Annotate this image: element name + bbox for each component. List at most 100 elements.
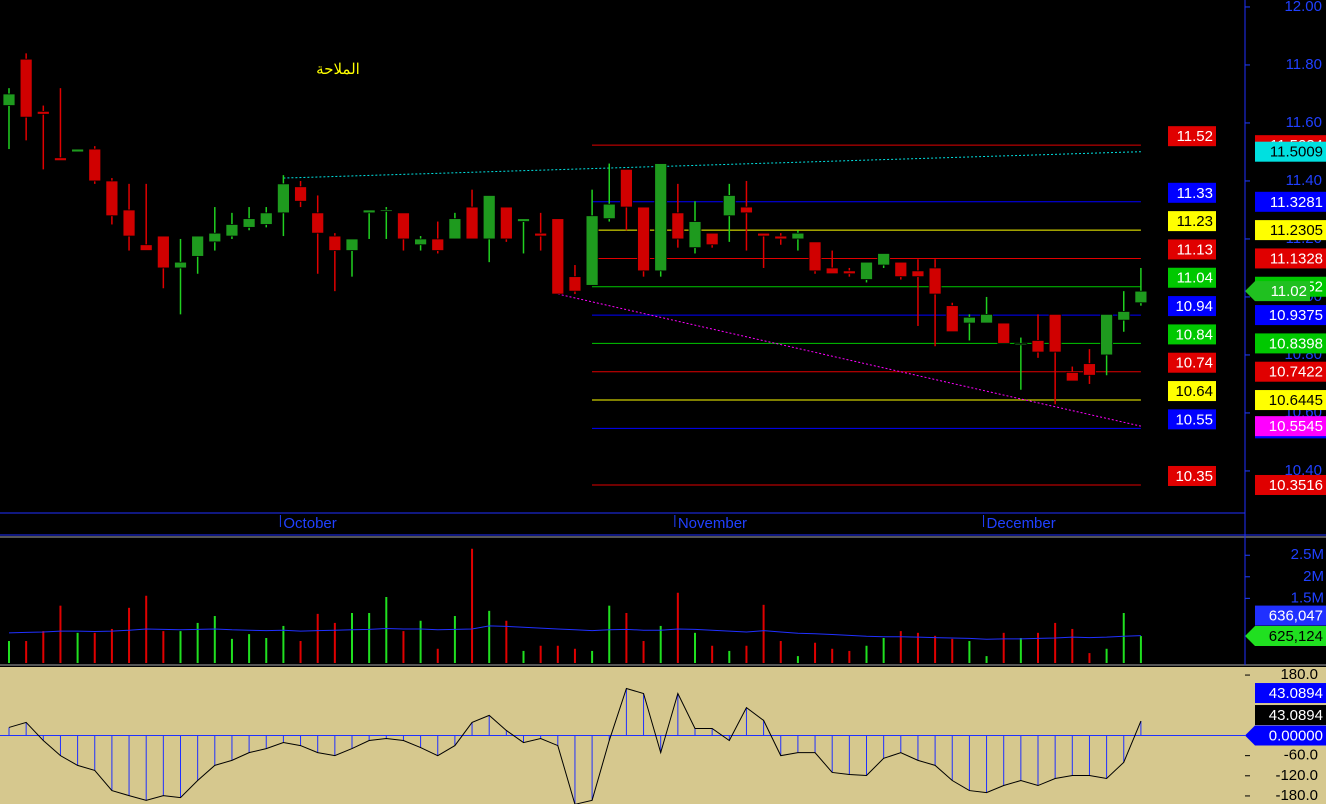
candle-body [259,212,273,225]
candle-body [517,218,530,222]
x-tick-label: December [987,515,1056,532]
candle-body [620,168,633,208]
candle-body [980,313,993,324]
candle-body [997,322,1011,344]
oscillator-tag: 43.0894 [1269,685,1323,702]
level-value-tag: 10.9375 [1269,307,1323,324]
level-label: 10.35 [1175,468,1213,485]
candle-body [448,218,462,240]
y-tick-label: 180.0 [1280,666,1318,683]
level-label: 10.94 [1175,298,1213,315]
level-value-tag-box [1255,333,1326,354]
candle-body [740,206,753,214]
volume-tag: 625,124 [1269,628,1323,645]
level-label-box [1168,126,1216,147]
candle-body [311,212,325,234]
oscillator-tag-box [1255,705,1326,726]
last-price-tag-box [1245,281,1310,302]
reference-tag: 0.00000 [1269,727,1323,744]
trendline-tag: 11.5009 [1270,144,1323,161]
candle-body [1031,340,1045,353]
candle-body [122,209,136,237]
level-value-tag: 10.6445 [1269,392,1323,409]
level-label-box [1168,352,1216,373]
candle-body [945,305,959,333]
candle-body [842,270,856,275]
candle-body [654,163,668,272]
average-tag-box [1255,605,1326,626]
candle-body [414,238,428,246]
trendline-tag-box [1255,416,1326,437]
candle-body [774,235,788,240]
candle-body [105,180,119,217]
candle-body [191,235,205,257]
candle-body [705,232,719,246]
level-label: 10.84 [1175,326,1213,343]
candle-body [139,244,153,251]
level-label-box [1168,409,1216,430]
level-label-box [1168,465,1216,486]
candle-body [1065,371,1079,382]
candle-body [877,253,891,266]
candle-body [602,203,616,220]
trendline-tag-box [1255,141,1326,162]
volume-tag-box [1245,626,1326,647]
level-label-box [1168,381,1216,402]
level-label: 11.23 [1177,213,1213,230]
candle-body [757,232,770,237]
average-tag: 636,047 [1269,608,1323,625]
candle-body [1014,342,1028,346]
candle-body [928,267,942,295]
candle-body [54,157,67,162]
candle-body [1083,363,1096,376]
candle-body [2,93,16,106]
oscillator-tag-box [1255,683,1326,704]
level-value-tag-box [1255,248,1326,269]
y-tick-label: 2M [1303,568,1324,585]
level-label: 11.33 [1177,185,1213,202]
candle-body [208,232,222,243]
candle-body [671,212,685,240]
level-value-tag-box [1255,305,1326,326]
y-tick-label: -120.0 [1275,767,1318,784]
level-value-tag: 11.2305 [1270,222,1323,239]
level-label-box [1168,182,1216,203]
candle-body [499,206,513,240]
candle-body [722,195,736,217]
candle-body [911,270,925,278]
level-label-box [1168,324,1216,345]
level-label: 10.74 [1175,355,1213,372]
trendline-tag: 10.5545 [1269,418,1323,435]
level-label-box [1168,267,1216,288]
candle-body [568,276,582,292]
level-label-box [1168,296,1216,317]
candle-body [174,261,187,269]
candle-body [345,238,359,251]
level-label: 10.55 [1175,411,1213,428]
level-label-box [1168,239,1216,260]
level-value-tag-box [1255,390,1326,411]
x-tick-label: November [678,515,747,532]
level-label-box [1168,211,1216,232]
oscillator-tag: 43.0894 [1269,707,1323,724]
candle-body [294,186,307,202]
candle-body [156,235,170,269]
candle-body [551,218,565,295]
level-label: 11.13 [1177,241,1213,258]
candle-body [431,238,445,251]
level-value-tag: 10.7422 [1269,364,1323,381]
level-label: 11.52 [1177,128,1213,145]
y-tick-label: 1.5M [1291,589,1324,606]
candle-body [19,58,33,118]
candle-body [276,183,290,214]
candle-body [242,218,256,228]
candle-body [379,209,393,212]
candle-body [465,206,479,240]
candle-body [825,267,839,275]
level-value-tag: 11.1328 [1270,250,1323,267]
trendline [283,151,1141,179]
level-label: 11.04 [1177,270,1213,287]
candle-body [1048,313,1062,353]
candle-body [1100,313,1113,356]
y-tick-label: 11.80 [1286,56,1322,73]
